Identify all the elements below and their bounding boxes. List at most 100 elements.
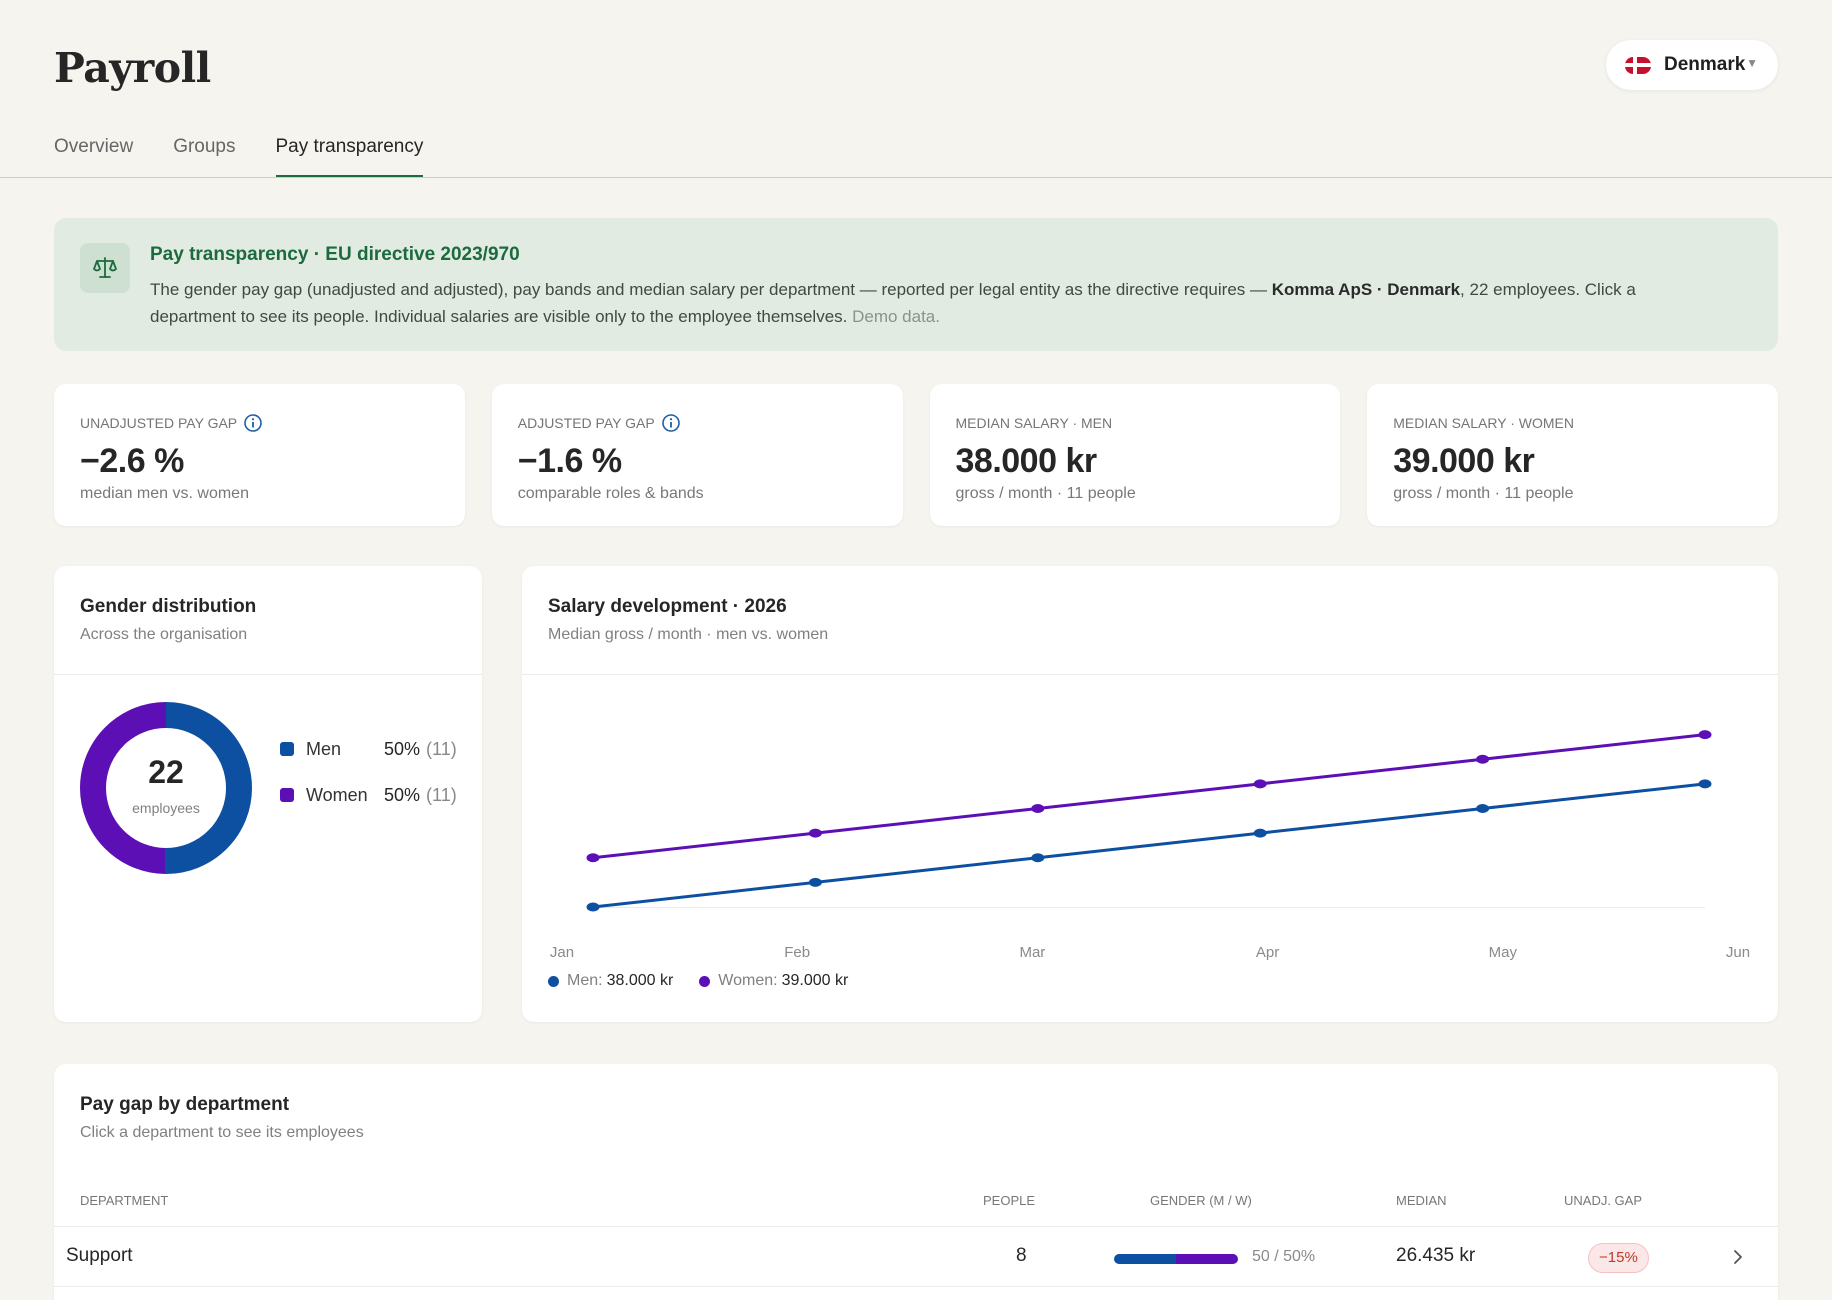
people-count: 8 [1016, 1245, 1027, 1266]
chevron-right-icon [1734, 1250, 1742, 1264]
kpi-card-median-women: Median salary · Women 39.000 kr gross / … [1367, 384, 1778, 526]
page-title: Payroll [54, 44, 211, 92]
column-header-people[interactable]: People [983, 1193, 1036, 1208]
donut-total: 22 [148, 754, 184, 790]
banner-text-part: The gender pay gap (unadjusted and adjus… [150, 280, 1272, 299]
x-tick-label: Jun [1726, 944, 1750, 961]
card-title: Gender distribution [80, 596, 257, 617]
kpi-card-unadjusted-gap: Unadjusted pay gap −2.6 % median men vs.… [54, 384, 465, 526]
kpi-value: 39.000 kr [1393, 442, 1535, 480]
series-line-women [592, 733, 1706, 860]
kpi-subtext: gross / month · 11 people [1393, 485, 1574, 502]
data-point-men[interactable] [1476, 804, 1490, 813]
kpi-label: Median salary · Women [1393, 415, 1574, 431]
gap-badge: −15% [1588, 1243, 1649, 1273]
legend-dot [548, 975, 559, 987]
info-icon[interactable] [661, 413, 681, 433]
card-subtitle: Median gross / month · men vs. women [548, 626, 829, 643]
banner-entity: Komma ApS · Denmark [1271, 280, 1461, 299]
kpi-row: Unadjusted pay gap −2.6 % median men vs.… [54, 384, 1778, 526]
donut-total-label: employees [132, 800, 200, 816]
data-point-women[interactable] [586, 853, 600, 863]
x-tick-label: May [1489, 944, 1518, 961]
card-subtitle: Click a department to see its employees [80, 1124, 364, 1141]
column-header-median[interactable]: Median [1396, 1193, 1447, 1208]
data-point-women[interactable] [1031, 804, 1045, 813]
legend-dot [699, 975, 711, 987]
gender-split-bar [1114, 1254, 1238, 1264]
kpi-subtext: comparable roles & bands [517, 485, 704, 502]
x-tick-label: Jan [550, 944, 574, 961]
x-tick-label: Feb [784, 944, 810, 961]
gender-distribution-card: Gender distribution Across the organisat… [54, 566, 482, 1022]
card-divider [54, 674, 482, 675]
data-point-men[interactable] [808, 877, 822, 887]
legend-pct: 50% [384, 784, 421, 805]
legend-item-women: Women 50% (11) [280, 784, 460, 806]
legend-name: Women: [718, 972, 778, 989]
kpi-value: −2.6 % [80, 442, 184, 480]
data-point-men[interactable] [1253, 828, 1267, 838]
banner-text: The gender pay gap (unadjusted and adjus… [150, 276, 1710, 330]
legend-swatch [280, 788, 294, 802]
table-header-divider [54, 1226, 1778, 1227]
data-point-women[interactable] [1698, 730, 1712, 740]
legend-name: Men [306, 738, 342, 759]
card-title: Pay gap by department [80, 1094, 290, 1115]
kpi-value: 38.000 kr [955, 442, 1098, 480]
donut-segment-women [80, 702, 252, 874]
row-divider [54, 1286, 1778, 1287]
legend-pct: 50% [384, 738, 421, 759]
kpi-label-text: Adjusted pay gap [517, 415, 655, 431]
kpi-card-adjusted-gap: Adjusted pay gap −1.6 % comparable roles… [491, 384, 903, 526]
legend-value: 39.000 kr [781, 972, 849, 989]
header: Payroll Denmark ▼ [54, 40, 1778, 94]
data-point-men[interactable] [1698, 779, 1712, 789]
card-divider [522, 674, 1778, 675]
legend-name: Men: [567, 972, 603, 989]
column-header-gap[interactable]: Unadj. gap [1564, 1193, 1643, 1208]
data-point-women[interactable] [808, 828, 822, 838]
data-point-men[interactable] [1031, 853, 1045, 863]
data-point-men[interactable] [586, 902, 600, 912]
column-header-department[interactable]: Department [80, 1193, 169, 1208]
column-header-gender[interactable]: Gender (M / W) [1150, 1193, 1252, 1208]
table-row[interactable]: Support 8 50 / 50% 26.435 kr −15% [54, 1227, 1778, 1287]
card-title: Salary development · 2026 [548, 596, 787, 617]
chevron-down-icon: ▼ [1746, 56, 1758, 70]
salary-development-card: Salary development · 2026 Median gross /… [522, 566, 1778, 1022]
country-selector[interactable]: Denmark ▼ [1606, 40, 1778, 90]
data-point-women[interactable] [1253, 779, 1267, 789]
kpi-subtext: gross / month · 11 people [955, 485, 1136, 502]
legend-name: Women [306, 784, 368, 805]
demo-note: Demo data. [852, 307, 940, 326]
salary-line-chart: Jan Feb Mar Apr May Jun [550, 730, 1750, 961]
tab-overview[interactable]: Overview [54, 136, 134, 157]
legend-count: (11) [426, 738, 457, 759]
banner-text-part: , 22 employees. Click a department to se… [150, 280, 1636, 326]
gender-donut-chart [80, 702, 252, 874]
kpi-card-median-men: Median salary · Men 38.000 kr gross / mo… [929, 384, 1341, 526]
country-label: Denmark [1664, 54, 1746, 75]
tab-groups[interactable]: Groups [173, 136, 236, 157]
chart-legend: Men: 38.000 kr Women: 39.000 kr [548, 972, 848, 990]
kpi-value: −1.6 % [517, 442, 622, 480]
legend-swatch [280, 742, 294, 756]
chart-legend-men: Men: 38.000 kr [548, 972, 673, 990]
kpi-label: Adjusted pay gap [518, 414, 877, 432]
gender-bar-men [1114, 1254, 1176, 1264]
tab-pay-transparency[interactable]: Pay transparency [275, 128, 424, 178]
median-salary: 26.435 kr [1396, 1245, 1476, 1266]
kpi-label-text: Unadjusted pay gap [80, 415, 238, 431]
kpi-label: Unadjusted pay gap [80, 414, 439, 432]
gender-bar-women [1176, 1254, 1238, 1264]
data-point-women[interactable] [1476, 754, 1490, 764]
legend-count: (11) [426, 784, 457, 805]
legend-value: 38.000 kr [606, 972, 674, 989]
tabs-divider [0, 177, 1832, 178]
info-icon[interactable] [243, 413, 263, 433]
denmark-flag-icon [1625, 56, 1651, 74]
department-name: Support [66, 1245, 133, 1266]
x-tick-label: Apr [1256, 944, 1279, 961]
banner-title: Pay transparency · EU directive 2023/970 [150, 244, 520, 265]
